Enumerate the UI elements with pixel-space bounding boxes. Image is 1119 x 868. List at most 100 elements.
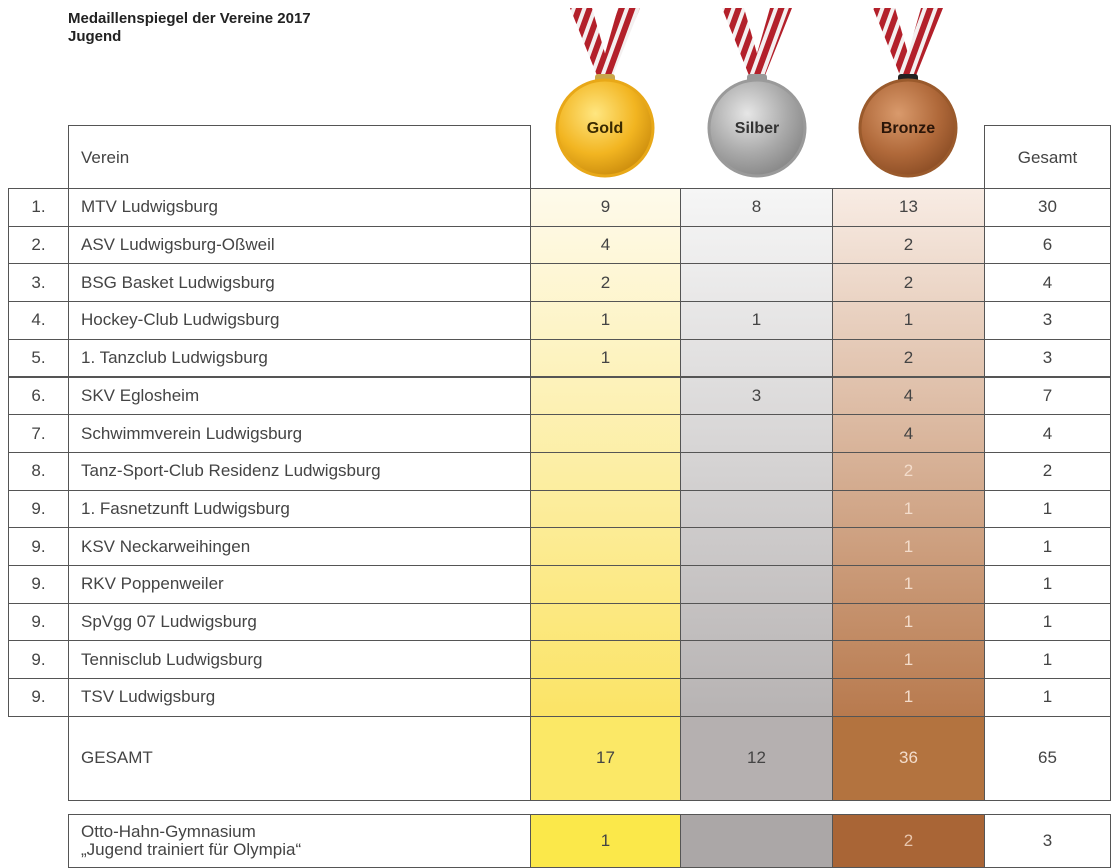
value-cell: 1 bbox=[984, 678, 1111, 717]
value-cell bbox=[680, 489, 833, 529]
rank-cell: 9. bbox=[8, 602, 69, 642]
extra-cell: 3 bbox=[984, 814, 1111, 868]
value-cell: 4 bbox=[832, 376, 985, 416]
name-cell: Tanz-Sport-Club Residenz Ludwigsburg bbox=[68, 451, 531, 491]
value-cell: 4 bbox=[984, 263, 1111, 303]
name-cell: SKV Eglosheim bbox=[68, 376, 531, 416]
value-cell: 4 bbox=[832, 414, 985, 453]
value-cell: 1 bbox=[984, 565, 1111, 604]
name-cell: BSG Basket Ludwigsburg bbox=[68, 263, 531, 303]
value-cell: 1 bbox=[832, 489, 985, 529]
total-cell: 12 bbox=[680, 715, 833, 801]
total-cell: 36 bbox=[832, 715, 985, 801]
value-cell bbox=[530, 414, 681, 453]
value-cell: 3 bbox=[984, 301, 1111, 340]
rank-cell: 5. bbox=[8, 338, 69, 378]
value-cell: 3 bbox=[680, 376, 833, 416]
value-cell: 7 bbox=[984, 376, 1111, 416]
extra-label: Otto-Hahn-Gymnasium „Jugend trainiert für… bbox=[68, 814, 531, 868]
extra-cell: 2 bbox=[832, 814, 985, 868]
name-cell: ASV Ludwigsburg-Oßweil bbox=[68, 225, 531, 265]
rank-cell: 2. bbox=[8, 225, 69, 265]
name-cell: TSV Ludwigsburg bbox=[68, 678, 531, 717]
subtitle: Jugend bbox=[68, 28, 122, 45]
medal-label: Bronze bbox=[881, 120, 935, 137]
value-cell: 30 bbox=[984, 188, 1111, 227]
value-cell bbox=[680, 451, 833, 491]
value-cell: 1 bbox=[680, 301, 833, 340]
value-cell bbox=[680, 565, 833, 604]
rank-cell: 1. bbox=[8, 188, 69, 227]
value-cell: 2 bbox=[832, 225, 985, 265]
extra-label-line: Otto-Hahn-Gymnasium bbox=[81, 822, 256, 841]
rank-cell: 4. bbox=[8, 301, 69, 340]
name-cell: Tennisclub Ludwigsburg bbox=[68, 640, 531, 680]
total-cell: 65 bbox=[984, 715, 1111, 801]
value-cell: 9 bbox=[530, 188, 681, 227]
value-cell bbox=[680, 602, 833, 642]
value-cell bbox=[680, 678, 833, 717]
value-cell: 1 bbox=[832, 602, 985, 642]
title: Medaillenspiegel der Vereine 2017 bbox=[68, 10, 311, 27]
medals: Gold Silber Bronze bbox=[555, 8, 958, 178]
value-cell: 1 bbox=[984, 489, 1111, 529]
value-cell: 1 bbox=[530, 301, 681, 340]
value-cell bbox=[530, 602, 681, 642]
value-cell bbox=[680, 414, 833, 453]
medal-label: Gold bbox=[587, 120, 623, 137]
value-cell bbox=[680, 338, 833, 378]
value-cell: 2 bbox=[832, 338, 985, 378]
name-cell: KSV Neckarweihingen bbox=[68, 527, 531, 566]
extra-label-line: „Jugend trainiert für Olympia“ bbox=[81, 840, 302, 859]
value-cell: 1 bbox=[984, 527, 1111, 566]
value-cell bbox=[680, 225, 833, 265]
value-cell: 3 bbox=[984, 338, 1111, 378]
value-cell: 13 bbox=[832, 188, 985, 227]
rank-cell: 9. bbox=[8, 527, 69, 566]
value-cell: 2 bbox=[984, 451, 1111, 491]
value-cell bbox=[680, 527, 833, 566]
medal-gold: Gold bbox=[555, 8, 655, 178]
medal-silver: Silber bbox=[707, 8, 807, 178]
medal-bronze: Bronze bbox=[858, 8, 958, 178]
name-cell: 1. Tanzclub Ludwigsburg bbox=[68, 338, 531, 378]
value-cell bbox=[530, 489, 681, 529]
name-cell: MTV Ludwigsburg bbox=[68, 188, 531, 227]
value-cell bbox=[530, 451, 681, 491]
value-cell: 1 bbox=[832, 640, 985, 680]
value-cell: 2 bbox=[530, 263, 681, 303]
rank-cell: 7. bbox=[8, 414, 69, 453]
rank-cell: 6. bbox=[8, 376, 69, 416]
value-cell: 1 bbox=[832, 301, 985, 340]
value-cell: 4 bbox=[984, 414, 1111, 453]
rank-cell: 9. bbox=[8, 565, 69, 604]
name-cell: RKV Poppenweiler bbox=[68, 565, 531, 604]
extra-cell bbox=[680, 814, 833, 868]
value-cell: 8 bbox=[680, 188, 833, 227]
value-cell: 1 bbox=[984, 640, 1111, 680]
rank-cell: 3. bbox=[8, 263, 69, 303]
medal-label: Silber bbox=[735, 120, 779, 137]
value-cell: 4 bbox=[530, 225, 681, 265]
extra-cell: 1 bbox=[530, 814, 681, 868]
value-cell: 1 bbox=[832, 565, 985, 604]
total-label: GESAMT bbox=[68, 715, 531, 801]
value-cell: 1 bbox=[984, 602, 1111, 642]
total-cell: 17 bbox=[530, 715, 681, 801]
value-cell bbox=[530, 565, 681, 604]
value-cell bbox=[680, 263, 833, 303]
value-cell bbox=[680, 640, 833, 680]
rank-cell: 9. bbox=[8, 678, 69, 717]
value-cell bbox=[530, 527, 681, 566]
name-cell: Hockey-Club Ludwigsburg bbox=[68, 301, 531, 340]
value-cell: 2 bbox=[832, 451, 985, 491]
value-cell: 6 bbox=[984, 225, 1111, 265]
name-cell: SpVgg 07 Ludwigsburg bbox=[68, 602, 531, 642]
name-cell: 1. Fasnetzunft Ludwigsburg bbox=[68, 489, 531, 529]
rank-cell: 9. bbox=[8, 489, 69, 529]
value-cell: 1 bbox=[530, 338, 681, 378]
value-cell: 1 bbox=[832, 527, 985, 566]
value-cell bbox=[530, 640, 681, 680]
rank-cell: 8. bbox=[8, 451, 69, 491]
